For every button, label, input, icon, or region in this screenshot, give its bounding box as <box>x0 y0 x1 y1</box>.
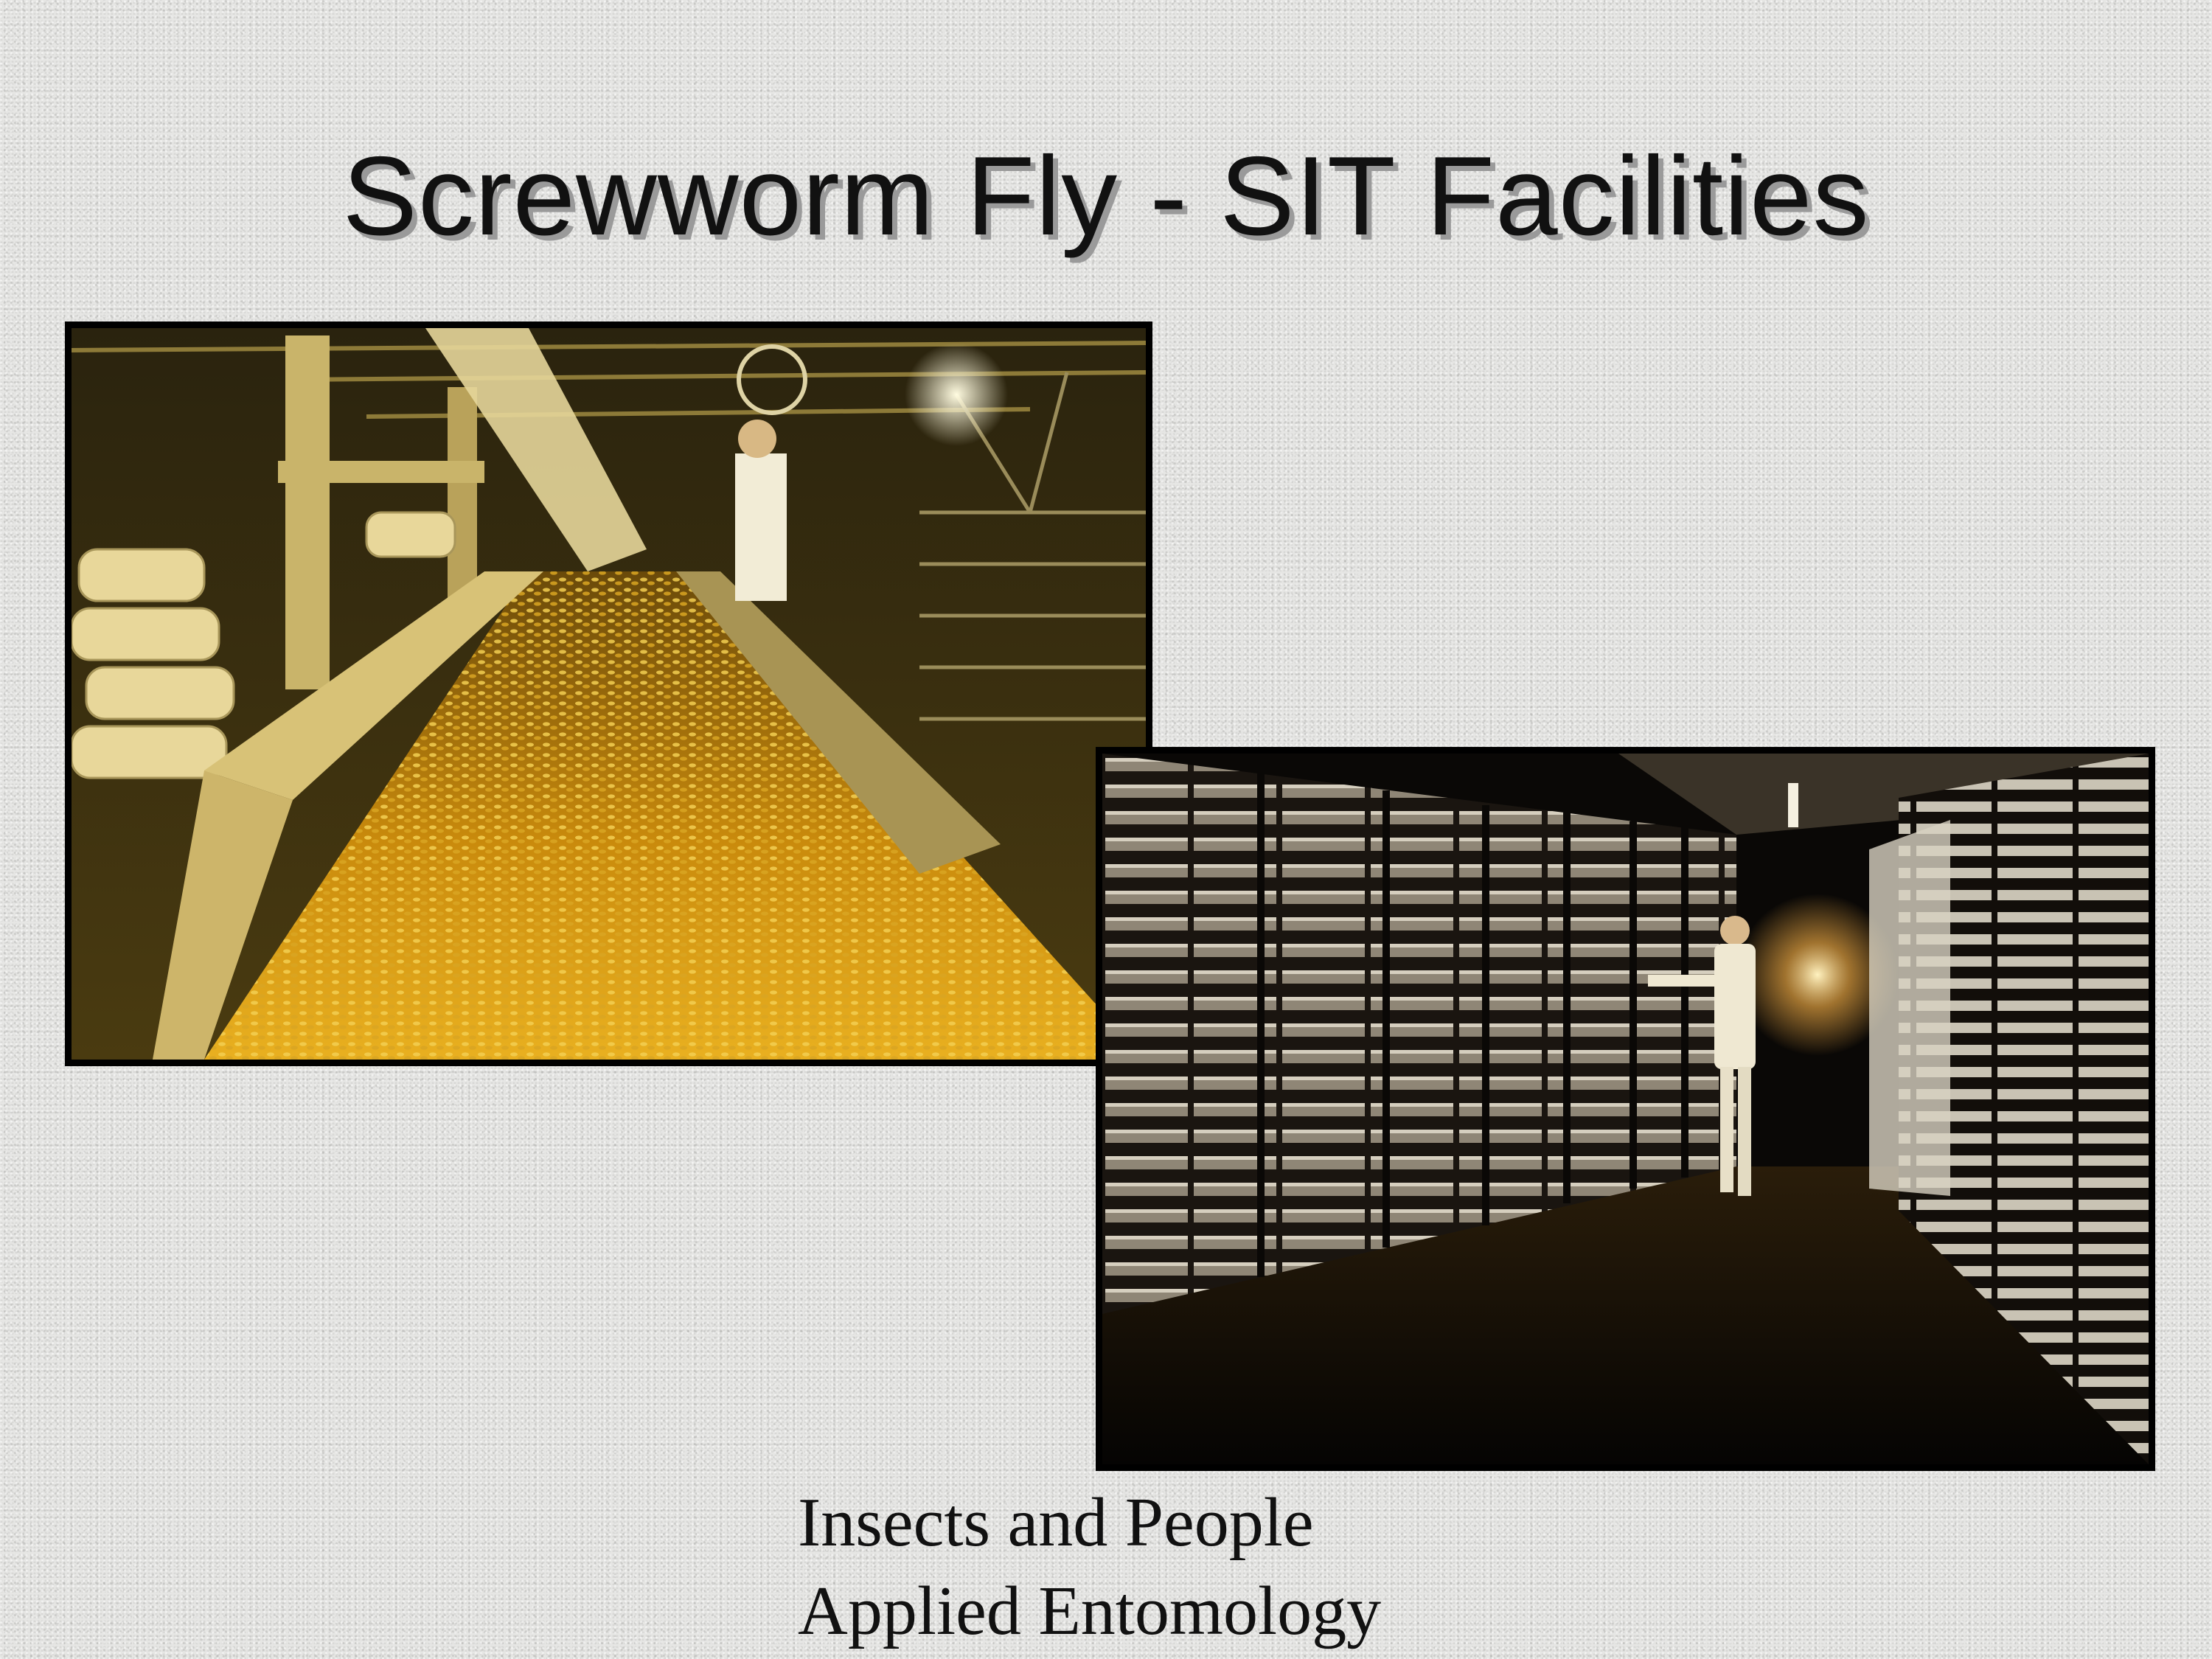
slide-title: Screwworm Fly - SIT Facilities <box>342 133 1870 259</box>
rearing-racks-image <box>1102 754 2149 1464</box>
slide-caption: Insects and People Applied Entomology <box>798 1478 1381 1655</box>
pupae-conveyor-image <box>72 328 1146 1060</box>
pupae-conveyor-photo <box>65 321 1152 1066</box>
caption-line-course: Insects and People <box>798 1484 1314 1561</box>
rearing-racks-photo <box>1096 747 2155 1471</box>
caption-line-subject: Applied Entomology <box>798 1573 1382 1649</box>
